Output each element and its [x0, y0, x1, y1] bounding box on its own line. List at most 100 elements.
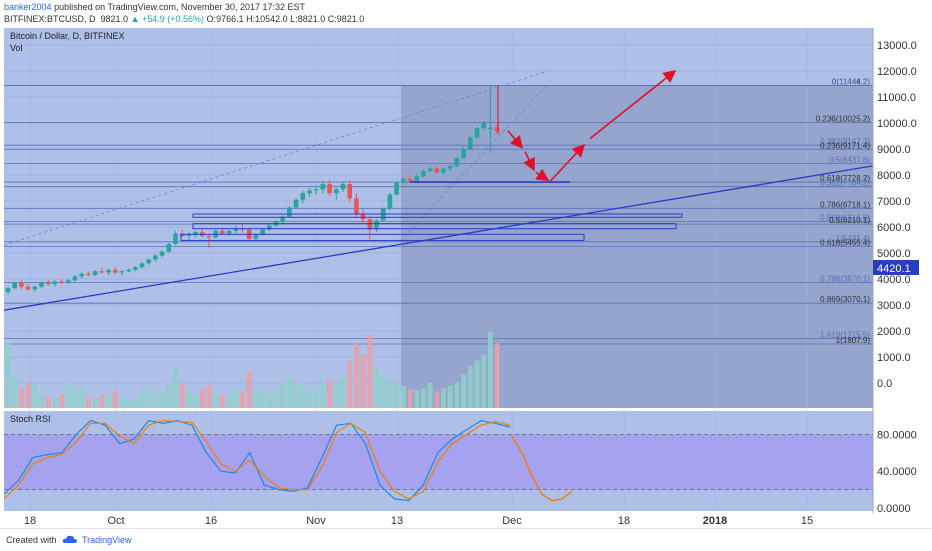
price-badge-bg: [873, 260, 919, 275]
candle-body: [387, 194, 393, 209]
candle-body: [414, 176, 419, 182]
fib-level-label: 0(11444.2): [832, 77, 870, 86]
projection-arrow: [589, 70, 677, 140]
volume-bar: [213, 391, 219, 408]
volume-bar: [119, 396, 125, 408]
time-tick-label: 2018: [703, 515, 727, 527]
support-zone-box: [192, 223, 677, 230]
support-zone-box: [192, 213, 683, 218]
price-change: ▲ +54.9 (+0.56%): [130, 14, 205, 24]
drawing-layer: [3, 70, 874, 311]
candle-body: [260, 229, 265, 235]
time-tick-label: Nov: [306, 515, 326, 527]
low-value: 8821.0: [297, 14, 326, 24]
candle-body: [112, 269, 118, 273]
volume-bar: [179, 382, 185, 408]
volume-bar: [152, 391, 158, 408]
volume-bar: [474, 360, 480, 408]
volume-bar: [139, 388, 145, 408]
time-tick-label: 18: [618, 515, 630, 527]
volume-bar: [260, 391, 266, 408]
candle-body: [19, 282, 24, 287]
volume-bar: [85, 396, 91, 408]
volume-bar: [394, 382, 400, 408]
rsi-layer: [3, 419, 873, 502]
footer: Created with TradingView: [0, 528, 932, 551]
price-badge: 4420.1: [877, 263, 911, 275]
author-link[interactable]: banker2004: [4, 2, 52, 12]
volume-bar: [206, 385, 212, 408]
volume-bar: [427, 382, 433, 408]
candle-body: [468, 137, 473, 149]
volume-bar: [18, 388, 24, 408]
price-tick-label: 10000.0: [877, 118, 917, 130]
candle-body: [12, 282, 17, 289]
candle-body: [347, 184, 352, 199]
candle-body: [220, 230, 225, 234]
support-trendline: [3, 165, 874, 311]
tradingview-logo-icon: [62, 535, 77, 543]
candle-body: [66, 280, 71, 283]
candle-body: [327, 184, 332, 194]
time-tick-label: 15: [801, 515, 813, 527]
volume-bar: [193, 394, 199, 408]
open-value: 9766.1: [216, 14, 244, 24]
volume-bar: [360, 354, 366, 408]
volume-bar: [132, 398, 138, 408]
price-tick-label: 0.0: [877, 378, 892, 390]
volume-bar: [407, 388, 413, 408]
stoch-d-line: [3, 419, 511, 500]
time-tick-label: 18: [24, 515, 36, 527]
rsi-tick-label: 40.0000: [877, 466, 917, 478]
tradingview-link[interactable]: TradingView: [82, 535, 132, 545]
volume-label: Vol: [10, 43, 23, 53]
price-tick-label: 12000.0: [877, 66, 917, 78]
candle-body: [59, 281, 64, 283]
volume-bar: [286, 377, 292, 408]
volume-bar: [240, 391, 245, 408]
candle-body: [307, 190, 312, 194]
volume-bar: [65, 382, 71, 408]
rsi-tick-label: 0.0000: [877, 503, 911, 515]
time-tick-label: 13: [391, 515, 403, 527]
volume-bar: [166, 382, 172, 408]
price-tick-label: 2000.0: [877, 326, 911, 338]
candle-body: [126, 269, 131, 272]
high-label: H:: [246, 14, 256, 24]
price-tick-label: 9000.0: [877, 144, 911, 156]
time-tick-label: Oct: [107, 515, 124, 527]
candle-body: [313, 189, 319, 191]
volume-bar: [387, 380, 393, 408]
candle-body: [45, 282, 51, 285]
chart-header: banker2004 published on TradingView.com,…: [0, 0, 932, 28]
volume-bar: [219, 394, 225, 408]
candle-body: [280, 216, 285, 222]
fib-level-label: 0.236(10025.2): [816, 114, 871, 123]
volume-bar: [273, 388, 279, 408]
price-chart[interactable]: 0(11444.2)0(11446.2) 0.236(10025.2) 0.382(…: [0, 28, 932, 528]
candle-body: [293, 199, 299, 208]
volume-bar: [380, 374, 386, 408]
time-tick-label: 16: [205, 515, 217, 527]
volume-bar: [487, 332, 493, 408]
fib-level-label: 0.5(6210.1): [829, 216, 870, 225]
fib-level-label: 0.869(3070.1): [820, 295, 870, 304]
price-tick-label: 13000.0: [877, 40, 917, 52]
candle-body: [233, 228, 239, 231]
candle-body: [206, 236, 212, 238]
candle-body: [461, 149, 466, 159]
symbol-label: BITFINEX:BTCUSD, D: [4, 14, 96, 24]
fib-level-label: 0.382(9147.3): [820, 137, 870, 146]
candle-body: [52, 281, 58, 285]
low-label: L:: [290, 14, 298, 24]
candle-body: [72, 276, 78, 281]
volume-bar: [186, 391, 192, 408]
volume-bar: [461, 374, 467, 408]
volume-bar: [246, 371, 252, 408]
fib-level-label: 0.786(6718.1): [820, 200, 870, 209]
volume-bar: [447, 385, 453, 408]
candle-body: [481, 123, 486, 129]
volume-bar: [327, 380, 333, 408]
publish-line: banker2004 published on TradingView.com,…: [4, 2, 305, 12]
candle-body: [407, 178, 413, 182]
